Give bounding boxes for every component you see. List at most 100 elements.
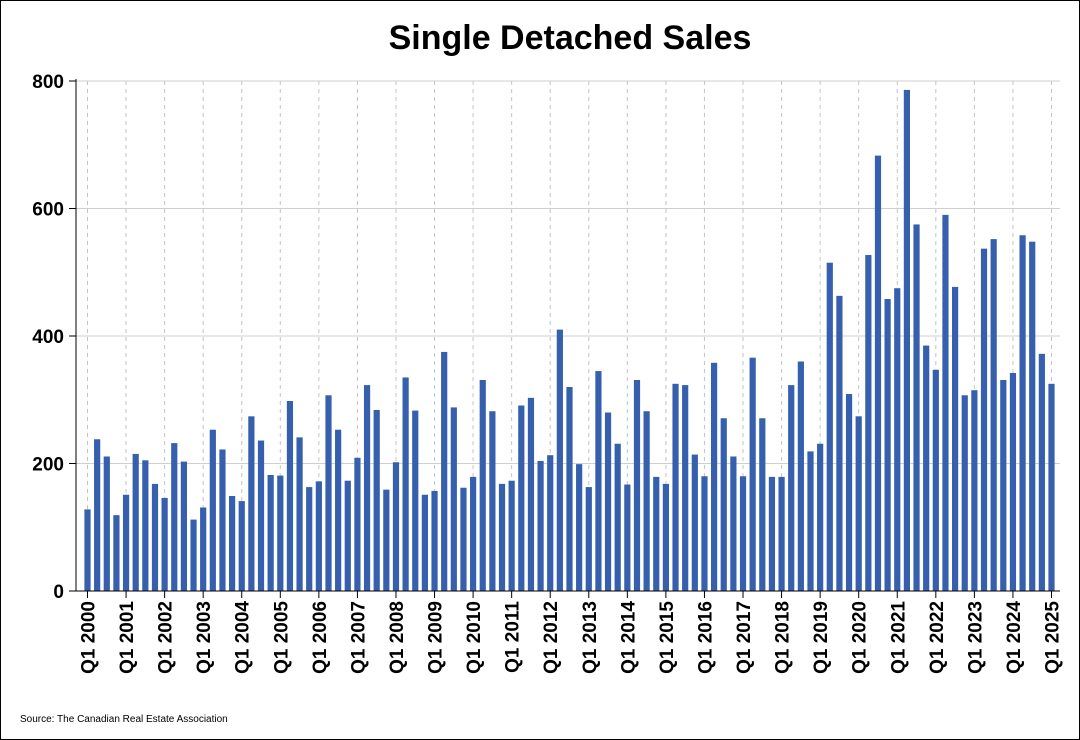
- bar: [1029, 241, 1036, 591]
- x-tick-label: Q1 2025: [1043, 601, 1064, 674]
- x-tick-label: Q1 2007: [348, 601, 369, 674]
- x-tick-label: Q1 2004: [233, 601, 254, 674]
- x-tick-label: Q1 2005: [271, 601, 292, 674]
- bar: [1000, 379, 1007, 591]
- bar: [739, 476, 747, 591]
- bar: [412, 410, 419, 591]
- bar: [576, 464, 583, 591]
- y-tick-label: 600: [32, 200, 64, 221]
- bar: [335, 429, 342, 591]
- x-tick-label: Q1 2014: [618, 601, 639, 674]
- bar: [325, 395, 332, 591]
- bar: [161, 497, 168, 591]
- bar: [344, 480, 351, 591]
- bar: [556, 329, 563, 592]
- bar: [672, 383, 679, 591]
- bar: [614, 443, 621, 591]
- bar: [402, 377, 409, 591]
- y-axis-ticks: 0 200 400 600 800: [32, 72, 64, 603]
- bar: [248, 416, 255, 591]
- bar: [113, 515, 120, 591]
- bar: [306, 487, 313, 591]
- bar: [865, 255, 872, 592]
- x-axis-ticks: Q1 2000 Q1 2001 Q1 2002 Q1 2003 Q1 2004 Q1 20…: [79, 601, 1064, 674]
- bar: [286, 401, 294, 591]
- bar: [711, 362, 718, 591]
- bar: [691, 454, 698, 591]
- bar: [720, 418, 727, 591]
- bar: [84, 509, 91, 591]
- bar: [894, 288, 901, 591]
- bar: [682, 385, 689, 591]
- bar: [701, 476, 708, 591]
- bar: [479, 379, 486, 591]
- x-tick-label: Q1 2001: [117, 601, 138, 674]
- bar: [730, 456, 737, 591]
- bar: [238, 501, 245, 591]
- bar: [547, 455, 554, 591]
- bar: [990, 239, 997, 591]
- x-tick-label: Q1 2021: [888, 601, 909, 674]
- x-tick-label: Q1 2019: [811, 601, 832, 674]
- bar: [923, 345, 930, 591]
- x-tick-label: Q1 2006: [310, 601, 331, 674]
- x-tick-label: Q1 2003: [194, 601, 215, 674]
- bar: [190, 519, 197, 591]
- bar: [94, 439, 101, 591]
- bars: [84, 89, 1055, 592]
- x-tick-label: Q1 2013: [580, 601, 601, 674]
- bar: [903, 89, 910, 592]
- bar: [498, 483, 506, 591]
- bar: [171, 443, 178, 591]
- bar: [470, 476, 477, 591]
- bar: [566, 387, 573, 591]
- bar: [267, 474, 274, 591]
- x-tick-label: Q1 2016: [695, 601, 716, 674]
- bar: [624, 484, 631, 591]
- bar: [759, 418, 766, 591]
- bar: [797, 361, 804, 591]
- x-tick-label: Q1 2022: [927, 601, 948, 674]
- bar: [103, 456, 110, 591]
- bar: [932, 369, 939, 591]
- bar: [980, 248, 988, 591]
- bar: [662, 483, 669, 591]
- bar: [151, 483, 159, 591]
- bar: [643, 411, 650, 591]
- x-tick-label: Q1 2023: [965, 601, 986, 674]
- bar: [450, 407, 457, 591]
- bar: [826, 262, 833, 591]
- bar: [489, 411, 496, 591]
- bar: [913, 224, 920, 591]
- bar: [633, 379, 641, 591]
- y-tick-label: 200: [32, 455, 64, 476]
- bar: [1009, 372, 1017, 591]
- bar: [884, 299, 891, 591]
- x-tick-label: Q1 2020: [850, 601, 871, 674]
- bar: [296, 437, 303, 591]
- y-tick-label: 800: [32, 72, 64, 93]
- x-tick-label: Q1 2000: [79, 601, 100, 674]
- y-tick-label: 400: [32, 327, 64, 348]
- bar: [354, 457, 361, 591]
- x-tick-label: Q1 2011: [503, 601, 524, 673]
- bar: [142, 460, 149, 591]
- bar: [1038, 353, 1045, 591]
- bar: [778, 476, 785, 591]
- source-note: Source: The Canadian Real Estate Associa…: [20, 714, 228, 725]
- bar: [1048, 383, 1055, 591]
- x-tick-label: Q1 2008: [387, 601, 408, 674]
- bar: [653, 476, 660, 591]
- x-tick-label: Q1 2024: [1004, 601, 1025, 674]
- bar: [836, 295, 843, 591]
- bar: [604, 412, 612, 591]
- bar: [277, 475, 284, 591]
- bar: [537, 460, 544, 591]
- bar: [219, 449, 226, 591]
- bar: [209, 429, 216, 591]
- bar: [817, 443, 824, 591]
- bar: [942, 214, 949, 592]
- bar: [788, 385, 795, 591]
- bar: [392, 462, 400, 591]
